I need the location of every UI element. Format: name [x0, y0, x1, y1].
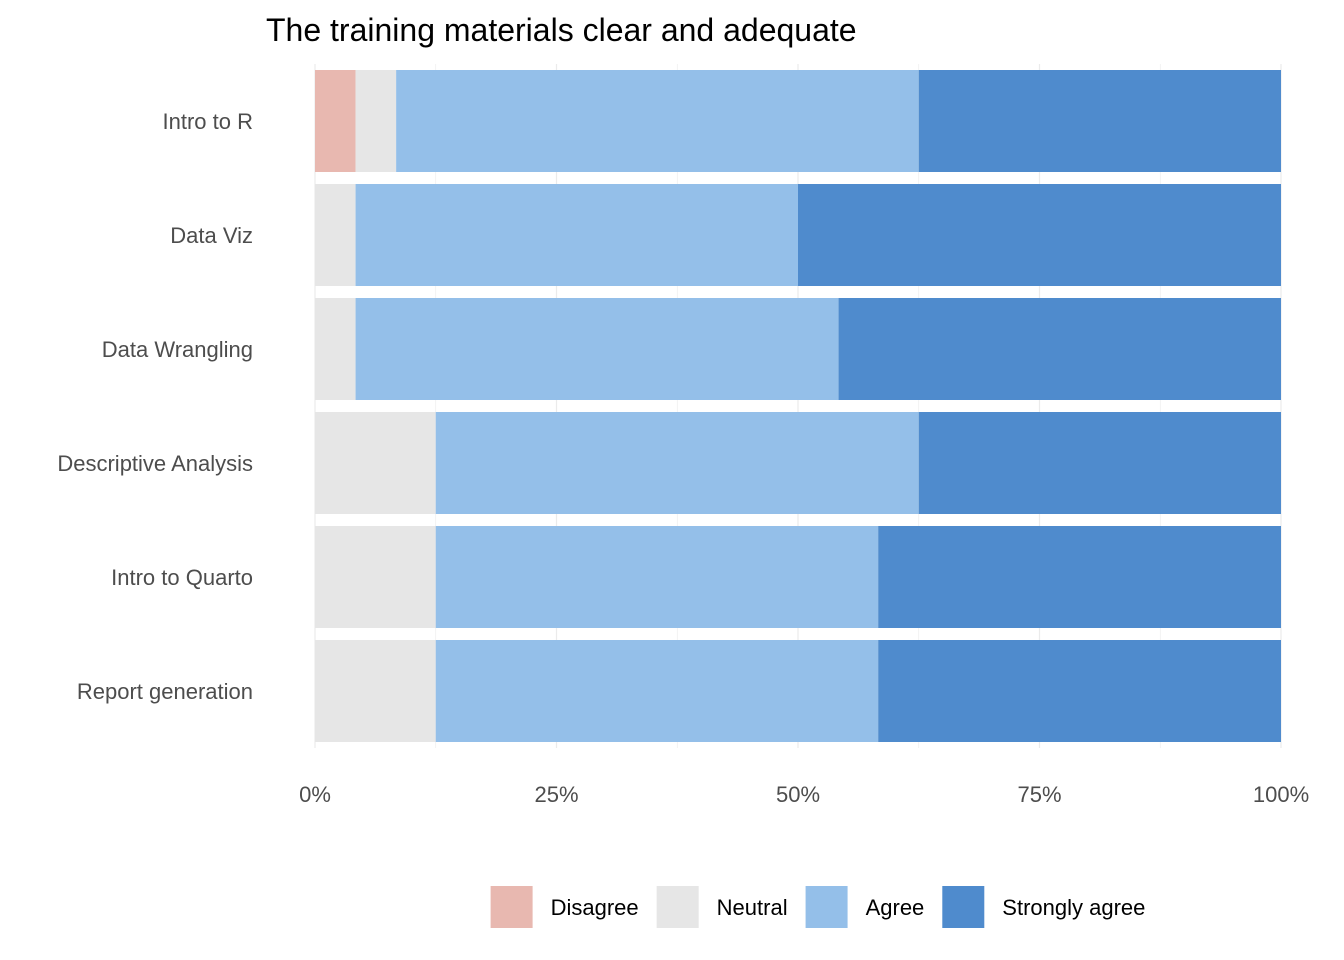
legend-key-neutral — [656, 886, 699, 928]
bar-data-wrangling-strongly-agree — [838, 298, 1281, 400]
x-tick-label: 50% — [776, 782, 820, 807]
bar-intro-to-quarto-strongly-agree — [878, 526, 1281, 628]
bar-data-viz-neutral — [315, 184, 356, 286]
y-tick-label: Intro to Quarto — [111, 565, 253, 590]
bar-report-generation-strongly-agree — [878, 640, 1281, 742]
bar-descriptive-analysis-neutral — [315, 412, 436, 514]
y-tick-label: Report generation — [77, 679, 253, 704]
legend-key-disagree — [490, 886, 533, 928]
y-tick-label: Data Viz — [170, 223, 253, 248]
legend-label-neutral: Neutral — [717, 895, 788, 920]
bar-data-viz-strongly-agree — [798, 184, 1281, 286]
bar-data-wrangling-neutral — [315, 298, 356, 400]
legend-key-strongly-agree — [942, 886, 985, 928]
x-tick-label: 25% — [534, 782, 578, 807]
y-tick-label: Descriptive Analysis — [57, 451, 253, 476]
chart-title: The training materials clear and adequat… — [266, 12, 857, 48]
legend-label-agree: Agree — [866, 895, 925, 920]
x-tick-label: 100% — [1253, 782, 1309, 807]
legend-key-agree — [805, 886, 848, 928]
y-tick-label: Intro to R — [163, 109, 253, 134]
bar-intro-to-quarto-agree — [435, 526, 879, 628]
bar-data-viz-agree — [355, 184, 798, 286]
x-tick-label: 75% — [1017, 782, 1061, 807]
grid-layer — [314, 64, 1282, 748]
bar-data-wrangling-agree — [355, 298, 839, 400]
y-tick-label: Data Wrangling — [102, 337, 253, 362]
bar-report-generation-neutral — [315, 640, 436, 742]
legend-label-strongly-agree: Strongly agree — [1002, 895, 1145, 920]
bar-descriptive-analysis-agree — [435, 412, 919, 514]
bar-intro-to-r-strongly-agree — [918, 70, 1281, 172]
bar-intro-to-r-agree — [396, 70, 919, 172]
legend: Disagree Neutral Agree Strongly agree — [490, 886, 1145, 928]
x-tick-label: 0% — [299, 782, 331, 807]
legend-label-disagree: Disagree — [551, 895, 639, 920]
bar-report-generation-agree — [435, 640, 879, 742]
bar-intro-to-quarto-neutral — [315, 526, 436, 628]
x-axis: 0% 25% 50% 75% 100% — [299, 782, 1309, 807]
bar-intro-to-r-disagree — [315, 70, 356, 172]
bar-descriptive-analysis-strongly-agree — [918, 412, 1281, 514]
bar-intro-to-r-neutral — [355, 70, 397, 172]
bars-layer — [315, 70, 1281, 742]
y-axis: Intro to R Data Viz Data Wrangling Descript… — [57, 109, 253, 704]
